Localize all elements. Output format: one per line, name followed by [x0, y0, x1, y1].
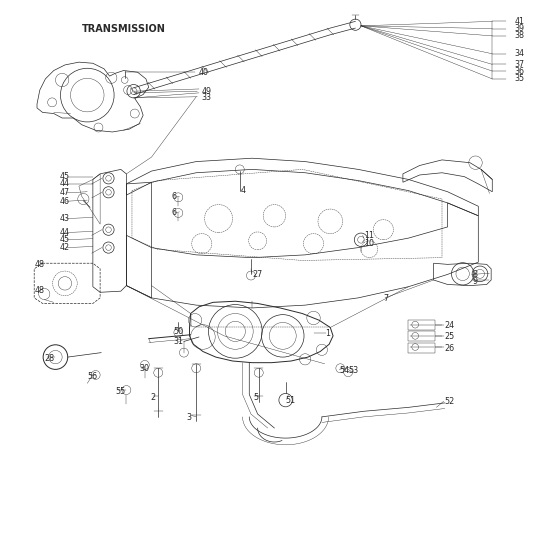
- Text: 44: 44: [59, 228, 69, 237]
- Text: 7: 7: [384, 294, 389, 303]
- Text: 50: 50: [174, 327, 184, 336]
- Text: 2: 2: [151, 393, 156, 402]
- Bar: [408, 320, 435, 330]
- Text: 26: 26: [445, 344, 455, 353]
- Text: 11: 11: [364, 231, 374, 240]
- Text: TRANSMISSION: TRANSMISSION: [82, 24, 166, 34]
- Text: 6: 6: [171, 208, 176, 217]
- Text: 46: 46: [59, 197, 69, 206]
- Text: 28: 28: [44, 354, 54, 363]
- Text: 48: 48: [34, 260, 44, 269]
- Text: 6: 6: [171, 192, 176, 200]
- Text: 49: 49: [202, 87, 212, 96]
- Text: 38: 38: [515, 31, 525, 40]
- Text: 4: 4: [241, 186, 246, 195]
- Text: 51: 51: [286, 395, 296, 405]
- Text: 30: 30: [139, 364, 149, 373]
- Text: 24: 24: [445, 321, 455, 330]
- Text: 34: 34: [515, 49, 525, 58]
- Text: 31: 31: [174, 337, 184, 346]
- Text: 54: 54: [339, 366, 349, 375]
- Text: 41: 41: [515, 17, 525, 26]
- Text: 48: 48: [34, 286, 44, 295]
- Text: 44: 44: [59, 179, 69, 188]
- Text: 45: 45: [59, 235, 69, 244]
- Text: 8: 8: [473, 270, 478, 279]
- Text: 43: 43: [59, 214, 69, 223]
- Text: 53: 53: [348, 366, 358, 375]
- Text: 39: 39: [515, 24, 525, 33]
- Text: 1: 1: [325, 329, 330, 338]
- Text: 35: 35: [515, 74, 525, 83]
- Bar: [408, 343, 435, 353]
- Text: 36: 36: [515, 67, 525, 76]
- Text: 55: 55: [115, 387, 125, 396]
- Text: 9: 9: [473, 277, 478, 286]
- Text: 37: 37: [515, 60, 525, 69]
- Text: 3: 3: [186, 413, 192, 422]
- Text: 27: 27: [252, 270, 262, 279]
- Text: 40: 40: [199, 68, 209, 77]
- Text: 33: 33: [202, 94, 212, 102]
- Text: 10: 10: [364, 239, 374, 248]
- Text: 5: 5: [253, 393, 258, 402]
- Text: 45: 45: [59, 172, 69, 181]
- Text: 47: 47: [59, 188, 69, 197]
- Text: 52: 52: [445, 397, 455, 406]
- Text: 42: 42: [59, 243, 69, 252]
- Text: 56: 56: [87, 372, 97, 381]
- Text: 25: 25: [445, 333, 455, 342]
- Bar: [408, 332, 435, 342]
